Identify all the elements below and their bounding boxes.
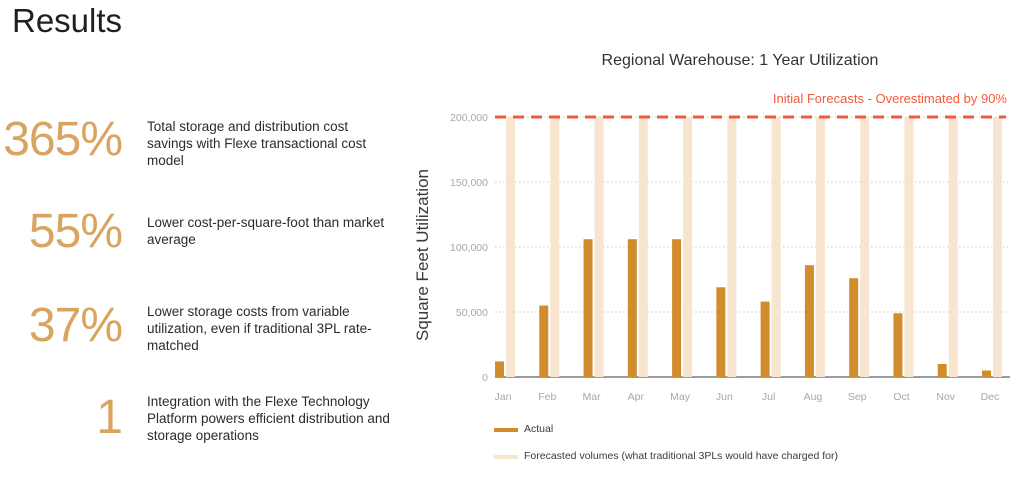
bar-forecast xyxy=(993,117,1002,377)
bar-forecast xyxy=(948,117,958,377)
bar-actual xyxy=(849,278,859,377)
bar-forecast xyxy=(506,117,515,377)
utilization-chart: 0 50,000 100,000 150,000 200,000 Square Feet … xyxy=(413,91,1010,403)
stat-description: Integration with the Flexe Technology Pl… xyxy=(147,394,390,443)
bar-actual xyxy=(583,239,593,377)
stat-value: 37% xyxy=(28,299,123,352)
y-axis-label: Square Feet Utilization xyxy=(413,169,432,341)
x-tick-label: Nov xyxy=(936,391,955,403)
bar-forecast xyxy=(550,117,560,377)
stat-description: Lower cost-per-square-foot than market a… xyxy=(147,215,385,247)
x-tick-label: Jan xyxy=(495,391,512,403)
x-tick-label: Mar xyxy=(582,391,601,403)
legend-swatch-forecast xyxy=(494,455,518,459)
x-tick-label: Sep xyxy=(848,391,867,403)
bar-forecast xyxy=(638,117,648,377)
reference-line-label: Initial Forecasts - Overestimated by 90% xyxy=(773,91,1008,106)
x-tick-label: Jun xyxy=(716,391,733,403)
stat-value: 365% xyxy=(3,113,123,166)
bar-forecast xyxy=(727,117,737,377)
bar-actual xyxy=(627,239,637,377)
x-tick-label: Jul xyxy=(762,391,775,403)
bar-actual xyxy=(937,364,947,377)
y-tick-label: 150,000 xyxy=(450,177,488,189)
bar-actual xyxy=(672,239,682,377)
x-tick-label: Oct xyxy=(893,391,909,403)
x-tick-label: Feb xyxy=(538,391,556,403)
stat-value: 55% xyxy=(28,205,123,258)
legend-label: Forecasted volumes (what traditional 3PL… xyxy=(524,450,838,462)
bar-actual xyxy=(893,313,903,377)
stat-description: Total storage and distribution cost savi… xyxy=(147,119,367,168)
chart-title: Regional Warehouse: 1 Year Utilization xyxy=(601,52,879,69)
y-tick-label: 100,000 xyxy=(450,242,488,254)
x-tick-label: Apr xyxy=(628,391,645,403)
stat-value: 1 xyxy=(96,391,123,444)
page-title: Results xyxy=(12,2,123,39)
bar-actual xyxy=(760,301,770,377)
bar-forecast xyxy=(860,117,870,377)
bar-actual xyxy=(804,265,814,377)
y-tick-label: 200,000 xyxy=(450,112,488,124)
bar-actual xyxy=(716,287,726,377)
stat-description: Lower storage costs from variable utiliz… xyxy=(147,304,372,353)
legend-label: Actual xyxy=(524,423,554,435)
y-tick-label: 50,000 xyxy=(456,307,488,319)
bar-forecast xyxy=(771,117,781,377)
y-tick-label: 0 xyxy=(482,372,488,384)
x-tick-label: Dec xyxy=(981,391,1000,403)
bar-forecast xyxy=(594,117,604,377)
bar-actual xyxy=(982,370,991,377)
bar-forecast xyxy=(815,117,825,377)
legend-swatch-actual xyxy=(494,428,518,432)
bar-actual xyxy=(495,361,504,377)
x-tick-label: Aug xyxy=(804,391,823,403)
x-tick-label: May xyxy=(670,391,691,403)
bar-forecast xyxy=(904,117,914,377)
bar-actual xyxy=(539,305,549,377)
bar-forecast xyxy=(683,117,693,377)
